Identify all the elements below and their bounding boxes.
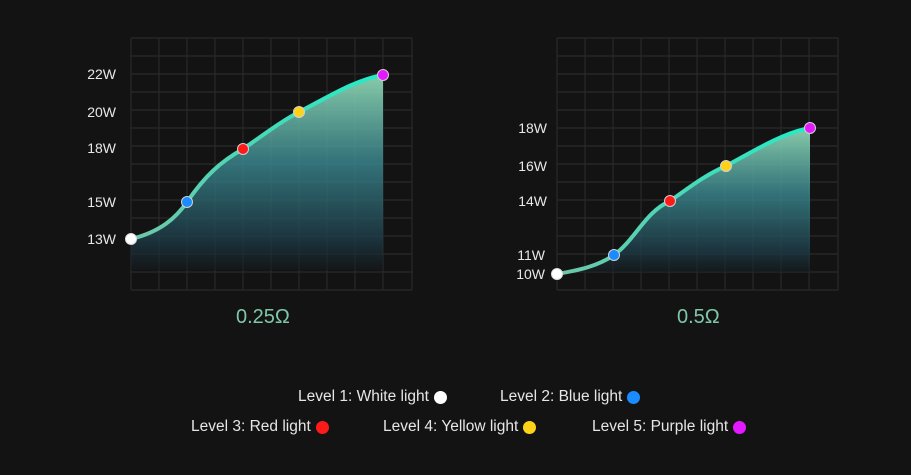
level-5-point[interactable]	[804, 122, 816, 134]
legend-item-level-1: Level 1: White light	[298, 388, 447, 406]
yellow-dot-icon	[523, 420, 537, 434]
area-fill-right	[557, 128, 810, 274]
legend-item-level-5: Level 5: Purple light	[592, 418, 747, 436]
legend-label: Level 4: Yellow light	[383, 418, 519, 435]
level-2-point[interactable]	[608, 249, 620, 261]
level-5-point[interactable]	[377, 69, 389, 81]
ytick-18w: 18W	[87, 140, 116, 156]
level-3-point[interactable]	[664, 195, 676, 207]
ytick-22w: 22W	[87, 66, 116, 82]
chart-title-left: 0.25Ω	[236, 306, 290, 328]
ytick-10w: 10W	[516, 266, 545, 282]
level-4-point[interactable]	[720, 160, 732, 172]
ytick-15w: 15W	[87, 194, 116, 210]
chart-0-25-ohm	[125, 37, 413, 291]
level-2-point[interactable]	[181, 196, 193, 208]
ytick-11w: 11W	[517, 247, 545, 263]
area-fill-left	[131, 75, 383, 270]
legend-label: Level 2: Blue light	[500, 388, 623, 405]
purple-dot-icon	[733, 420, 747, 434]
legend-item-level-2: Level 2: Blue light	[500, 388, 641, 406]
blue-dot-icon	[627, 390, 641, 404]
level-1-point[interactable]	[125, 233, 137, 245]
ytick-20w: 20W	[87, 104, 116, 120]
level-1-point[interactable]	[551, 268, 563, 280]
chart-0-5-ohm	[551, 37, 839, 291]
ytick-16w: 16W	[518, 158, 547, 174]
legend-label: Level 1: White light	[298, 388, 429, 405]
legend-item-level-4: Level 4: Yellow light	[383, 418, 537, 436]
chart-title-right: 0.5Ω	[677, 306, 720, 328]
level-3-point[interactable]	[237, 143, 249, 155]
red-dot-icon	[315, 420, 329, 434]
ytick-14w: 14W	[518, 193, 547, 209]
ytick-13w: 13W	[87, 231, 116, 247]
legend-item-level-3: Level 3: Red light	[191, 418, 329, 436]
legend-label: Level 5: Purple light	[592, 418, 729, 435]
white-dot-icon	[433, 390, 447, 404]
legend-label: Level 3: Red light	[191, 418, 311, 435]
level-4-point[interactable]	[293, 106, 305, 118]
ytick-18w: 18W	[518, 120, 547, 136]
